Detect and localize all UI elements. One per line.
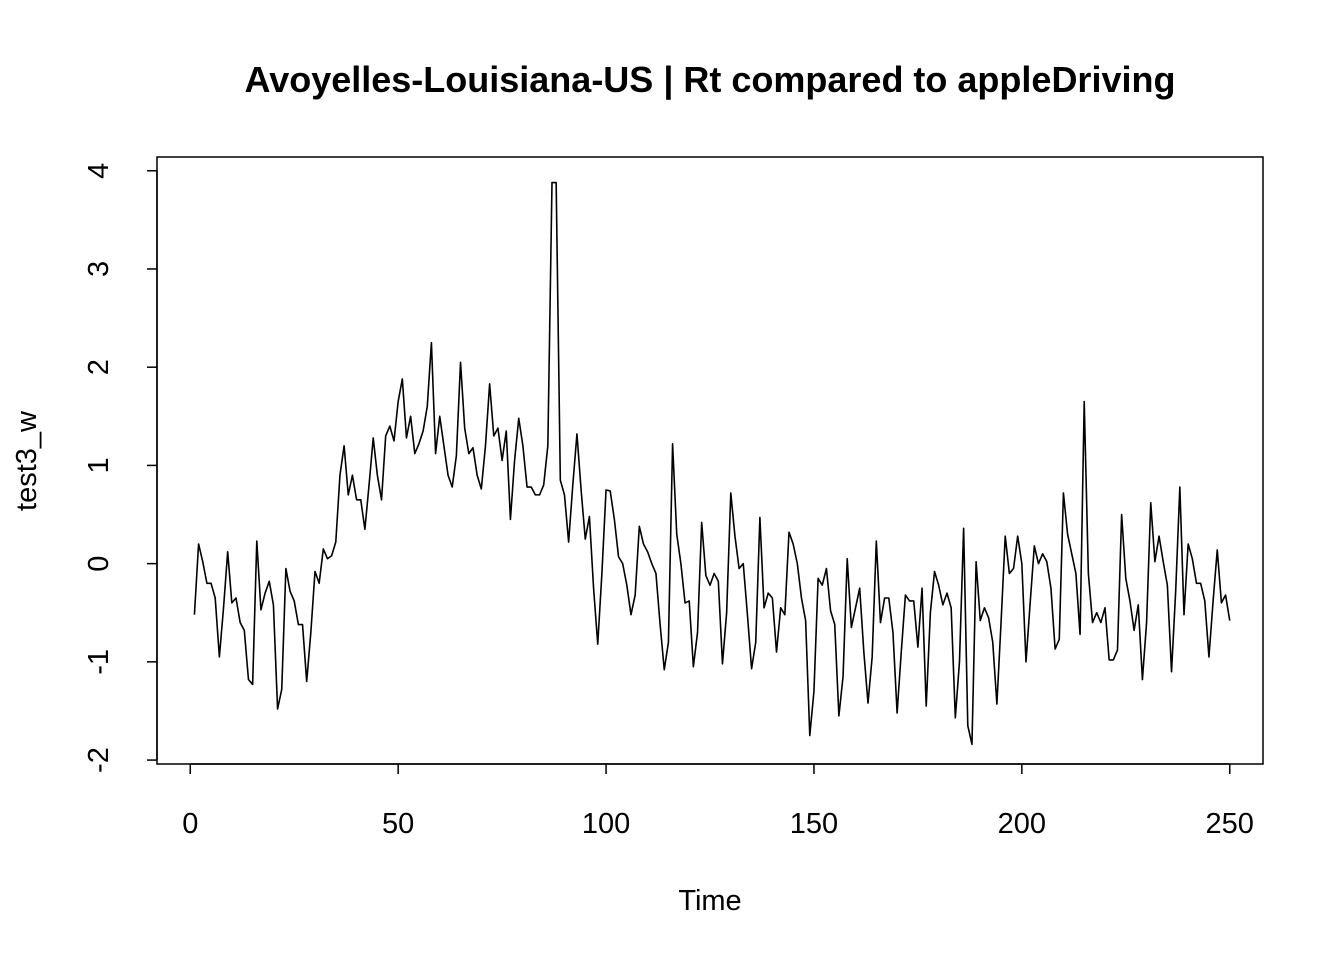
y-tick-label: -1 [83,649,115,675]
y-axis: -2 -1 0 1 2 3 4 [83,163,158,773]
y-tick-label: 3 [83,261,115,277]
x-tick-label: 250 [1206,808,1254,840]
x-tick-label: 150 [790,808,838,840]
y-tick-label: 1 [83,457,115,473]
x-axis-label: Time [678,885,741,917]
y-tick-label: 4 [83,163,115,179]
plot-frame [156,156,1264,765]
x-tick-label: 0 [182,808,198,840]
chart-title: Avoyelles-Louisiana-US | Rt compared to … [245,59,1176,101]
y-axis-label: test3_w [11,410,43,511]
x-tick-label: 200 [998,808,1046,840]
x-tick-label: 50 [382,808,414,840]
x-tick-label: 100 [582,808,630,840]
data-points [193,181,1231,745]
y-tick-label: -2 [83,747,115,773]
x-axis: 0 50 100 150 200 250 [182,763,1254,840]
y-tick-label: 2 [83,359,115,375]
series-line [193,181,1231,746]
y-tick-label: 0 [83,556,115,572]
